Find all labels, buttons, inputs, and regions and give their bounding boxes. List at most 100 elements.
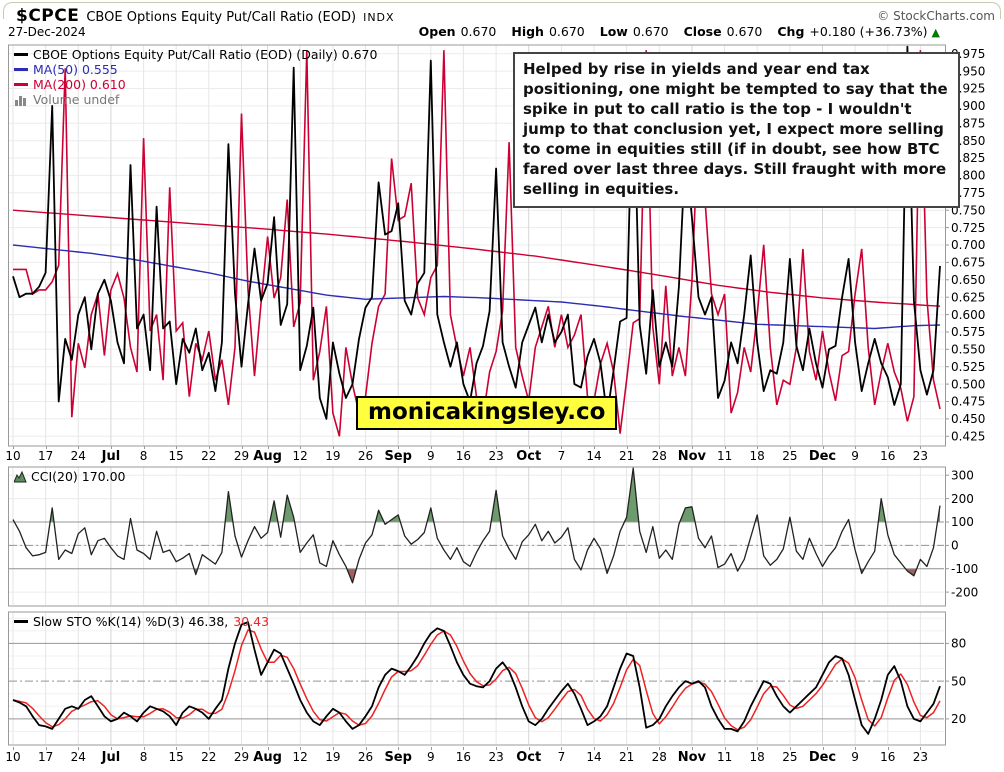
x-axis-tick bbox=[822, 446, 824, 449]
chart-header: $CPCE CBOE Options Equity Put/Call Ratio … bbox=[16, 6, 395, 26]
low-value: 0.670 bbox=[632, 24, 669, 39]
chg-value: +0.180 (+36.73%) bbox=[809, 24, 928, 39]
x-axis-tick bbox=[822, 747, 824, 750]
x-axis-label: 16 bbox=[880, 449, 896, 463]
x-axis-label: Jul bbox=[101, 449, 121, 464]
x-axis-tick bbox=[110, 446, 112, 449]
x-axis-label: 16 bbox=[455, 750, 472, 764]
y-axis-tick-label: 0.425 bbox=[951, 430, 985, 444]
y-axis-tick-label: 100 bbox=[951, 515, 974, 529]
low-label: Low bbox=[599, 24, 628, 39]
x-axis-label: 15 bbox=[168, 750, 184, 764]
sto-k-line-swatch-icon bbox=[14, 620, 28, 623]
x-axis-label: 9 bbox=[851, 750, 859, 764]
x-axis-label: 24 bbox=[70, 750, 86, 764]
x-axis-label: 8 bbox=[139, 750, 148, 764]
x-axis-label: Sep bbox=[384, 750, 412, 765]
y-axis-tick-label: 200 bbox=[951, 492, 974, 506]
x-axis-tick bbox=[691, 747, 693, 750]
x-axis-tick bbox=[887, 747, 889, 750]
x-axis-tick bbox=[267, 446, 269, 449]
x-axis-label: 23 bbox=[912, 449, 929, 463]
x-axis-tick bbox=[691, 446, 693, 449]
x-axis-label: 9 bbox=[426, 449, 435, 463]
x-axis-tick bbox=[659, 446, 661, 449]
legend-volume-label: Volume undef bbox=[33, 92, 120, 107]
chart-date: 27-Dec-2024 bbox=[8, 25, 86, 39]
y-axis-tick-label: 50 bbox=[951, 674, 966, 688]
x-axis-label: 22 bbox=[201, 750, 217, 764]
stochastic-indicator-chart: 80 50 20 bbox=[8, 611, 966, 746]
x-axis-tick bbox=[920, 747, 922, 750]
x-axis-tick bbox=[724, 747, 726, 750]
x-axis-label: 18 bbox=[749, 449, 765, 463]
y-axis-tick-label: 0.650 bbox=[951, 273, 985, 287]
x-axis-label: 23 bbox=[488, 750, 504, 764]
price-line-swatch-icon bbox=[14, 53, 28, 56]
x-axis-label: 28 bbox=[651, 449, 667, 463]
y-axis-tick-label: 0.525 bbox=[951, 360, 985, 374]
x-axis-label: 17 bbox=[37, 449, 54, 463]
x-axis-tick bbox=[528, 446, 530, 449]
x-axis-tick bbox=[920, 446, 922, 449]
x-axis-label: 19 bbox=[325, 449, 341, 463]
high-label: High bbox=[511, 24, 544, 39]
x-axis-label: 16 bbox=[880, 750, 896, 764]
x-axis-tick bbox=[789, 747, 791, 750]
x-axis-tick bbox=[332, 747, 334, 750]
x-axis-tick bbox=[757, 747, 759, 750]
legend-ma50-row: MA(50) 0.555 bbox=[14, 62, 377, 77]
x-axis-label: 23 bbox=[488, 449, 504, 463]
close-value: 0.670 bbox=[726, 24, 763, 39]
x-axis-label: 16 bbox=[455, 449, 472, 463]
x-axis-tick bbox=[78, 446, 80, 449]
x-axis-label: Aug bbox=[253, 449, 282, 464]
x-axis-tick bbox=[594, 747, 595, 750]
open-value: 0.670 bbox=[460, 24, 497, 39]
x-axis-tick bbox=[176, 747, 178, 750]
x-axis-label: Oct bbox=[516, 449, 542, 464]
x-axis-tick bbox=[13, 747, 14, 750]
cci-legend: CCI(20) 170.00 bbox=[14, 469, 126, 484]
x-axis-label: 24 bbox=[70, 449, 86, 463]
legend-volume-row: Volume undef bbox=[14, 92, 377, 107]
x-axis-label: 29 bbox=[233, 449, 250, 463]
cci-indicator-chart: 300 200 100 0 -100 -200 bbox=[8, 466, 978, 607]
main-price-chart: 0.9750.9500.9250.9000.8750.8500.8250.800… bbox=[8, 44, 985, 447]
x-axis-tick bbox=[208, 446, 210, 449]
main-chart-legend: CBOE Options Equity Put/Call Ratio (EOD)… bbox=[14, 47, 377, 107]
source-credit: © StockCharts.com bbox=[877, 9, 995, 23]
y-axis-tick-label: 0.700 bbox=[951, 238, 985, 252]
x-axis-tick bbox=[430, 747, 432, 750]
legend-price-row: CBOE Options Equity Put/Call Ratio (EOD)… bbox=[14, 47, 377, 62]
x-axis-label: Oct bbox=[516, 750, 542, 765]
x-axis-tick bbox=[241, 446, 243, 449]
x-axis-label: 12 bbox=[292, 750, 308, 764]
x-axis-tick bbox=[463, 747, 465, 750]
x-axis-label: 15 bbox=[168, 449, 184, 463]
x-axis-label: 18 bbox=[749, 750, 765, 764]
x-axis-tick bbox=[300, 747, 302, 750]
cci-area-icon bbox=[14, 470, 27, 482]
x-axis-label: 11 bbox=[716, 449, 733, 463]
x-axis-label: Sep bbox=[384, 449, 412, 464]
ma200-line-swatch-icon bbox=[14, 83, 28, 86]
x-axis-tick bbox=[724, 446, 726, 449]
cci-legend-label: CCI(20) 170.00 bbox=[31, 469, 126, 484]
x-axis-tick bbox=[887, 446, 889, 449]
quote-strip: Open 0.670 High 0.670 Low 0.670 Close 0.670 … bbox=[419, 24, 940, 39]
x-axis-label: 8 bbox=[139, 449, 148, 463]
x-axis-label: Nov bbox=[677, 449, 707, 464]
x-axis-label: 22 bbox=[201, 449, 217, 463]
x-axis-label: Dec bbox=[808, 449, 837, 464]
y-axis-tick-label: 0 bbox=[951, 539, 959, 553]
x-axis-tick bbox=[855, 747, 857, 750]
x-axis-tick bbox=[143, 446, 145, 449]
analyst-annotation: Helped by rise in yields and year end ta… bbox=[513, 52, 960, 208]
y-axis-tick-label: -200 bbox=[951, 585, 978, 599]
x-axis-label: 19 bbox=[325, 750, 341, 764]
exchange-tag: INDX bbox=[363, 11, 395, 24]
x-axis-label: 21 bbox=[618, 750, 635, 764]
x-axis-label: 9 bbox=[851, 449, 859, 463]
sto-legend: Slow STO %K(14) %D(3) 46.38, 30.43 bbox=[14, 614, 269, 629]
